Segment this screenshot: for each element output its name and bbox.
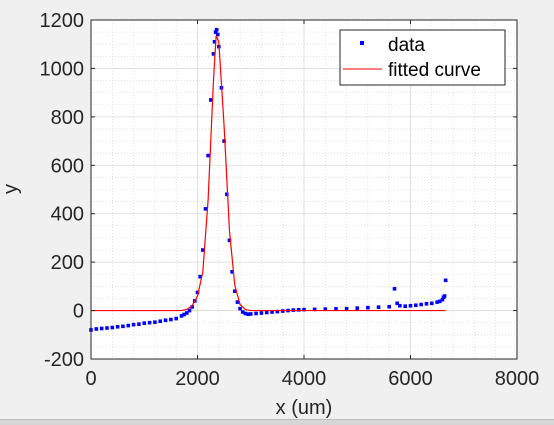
- y-tick-label: -200: [44, 349, 84, 371]
- data-point: [179, 314, 184, 318]
- data-point: [232, 289, 237, 293]
- y-tick-label: 800: [51, 107, 84, 129]
- data-point: [105, 326, 109, 330]
- data-point: [206, 153, 210, 158]
- data-point: [392, 286, 397, 291]
- data-point: [270, 310, 274, 314]
- data-point: [174, 316, 178, 321]
- data-point: [312, 307, 317, 312]
- data-point: [366, 305, 370, 310]
- x-tick-labels: 0 2000 4000 6000 8000: [85, 368, 539, 390]
- legend-data-marker: [360, 41, 364, 45]
- data-point: [158, 319, 163, 324]
- data-point: [99, 326, 104, 331]
- data-point: [440, 297, 445, 302]
- data-point: [302, 307, 306, 312]
- y-tick-label: 200: [51, 252, 84, 274]
- data-point: [246, 312, 250, 317]
- legend-fit-label: fitted curve: [388, 60, 481, 81]
- data-point: [131, 322, 136, 327]
- data-point: [212, 39, 217, 44]
- data-point: [94, 327, 99, 331]
- data-point: [323, 307, 328, 311]
- data-point: [240, 310, 245, 314]
- y-axis-label: y: [0, 184, 22, 194]
- data-point: [403, 304, 407, 309]
- y-tick-labels: -200 0 200 400 600 800 1000 1200: [40, 10, 85, 371]
- data-point: [195, 290, 200, 295]
- data-point: [296, 308, 301, 312]
- data-point: [419, 302, 423, 307]
- data-point: [110, 325, 115, 330]
- data-point: [414, 303, 418, 308]
- data-point: [227, 238, 232, 243]
- data-point: [398, 303, 402, 308]
- axis-ticks: [90, 19, 518, 360]
- data-point: [121, 324, 125, 329]
- x-tick-label: 0: [85, 368, 96, 390]
- data-point: [201, 248, 205, 252]
- y-tick-label: 1200: [40, 10, 85, 32]
- data-point: [224, 192, 229, 197]
- data-point: [264, 310, 269, 315]
- y-tick-label: 0: [73, 301, 84, 323]
- data-point: [203, 207, 208, 211]
- data-point: [163, 318, 168, 323]
- data-point: [430, 301, 434, 306]
- data-point: [355, 306, 360, 310]
- legend: data fitted curve: [339, 29, 506, 86]
- window-bottom-strip: [0, 419, 554, 425]
- data-point: [187, 308, 192, 313]
- series-layer: [89, 27, 448, 332]
- data-point: [115, 324, 120, 329]
- data-point: [235, 300, 240, 304]
- data-point: [126, 323, 131, 328]
- legend-data-label: data: [388, 35, 425, 56]
- data-point: [222, 139, 226, 143]
- x-tick-label: 8000: [495, 368, 540, 390]
- data-point: [435, 300, 439, 304]
- fitted-curve-line: [91, 35, 446, 312]
- data-point: [442, 294, 447, 298]
- data-point: [395, 301, 399, 306]
- data-point: [198, 274, 202, 279]
- data-point: [259, 311, 264, 315]
- x-axis-label: x (um): [276, 397, 333, 419]
- data-point: [344, 306, 349, 311]
- data-point: [424, 301, 429, 306]
- data-point: [376, 305, 381, 309]
- data-point: [142, 321, 147, 325]
- data-point: [275, 309, 280, 314]
- x-tick-label: 2000: [175, 368, 220, 390]
- x-tick-label: 6000: [388, 368, 433, 390]
- data-point: [185, 311, 189, 315]
- data-point: [169, 317, 173, 322]
- data-point: [182, 312, 186, 317]
- data-point: [334, 307, 338, 311]
- legend-box: [339, 29, 506, 86]
- y-tick-label: 400: [51, 204, 84, 226]
- data-point: [214, 27, 219, 32]
- data-point: [243, 311, 248, 316]
- data-point: [230, 270, 234, 274]
- data-point: [254, 311, 258, 316]
- data-point: [408, 303, 413, 308]
- data-point: [238, 306, 242, 311]
- y-tick-label: 1000: [40, 58, 85, 80]
- data-point: [190, 305, 194, 309]
- x-tick-label: 4000: [282, 368, 327, 390]
- data-point: [153, 320, 157, 324]
- y-tick-label: 600: [51, 155, 84, 177]
- data-point: [147, 320, 152, 325]
- data-point: [137, 322, 141, 326]
- data-point: [213, 30, 218, 34]
- data-point: [209, 98, 213, 102]
- data-point: [387, 304, 391, 309]
- data-point: [215, 32, 220, 37]
- data-point: [248, 312, 253, 316]
- data-point: [437, 299, 442, 304]
- data-point: [211, 52, 216, 56]
- data-point: [443, 278, 448, 283]
